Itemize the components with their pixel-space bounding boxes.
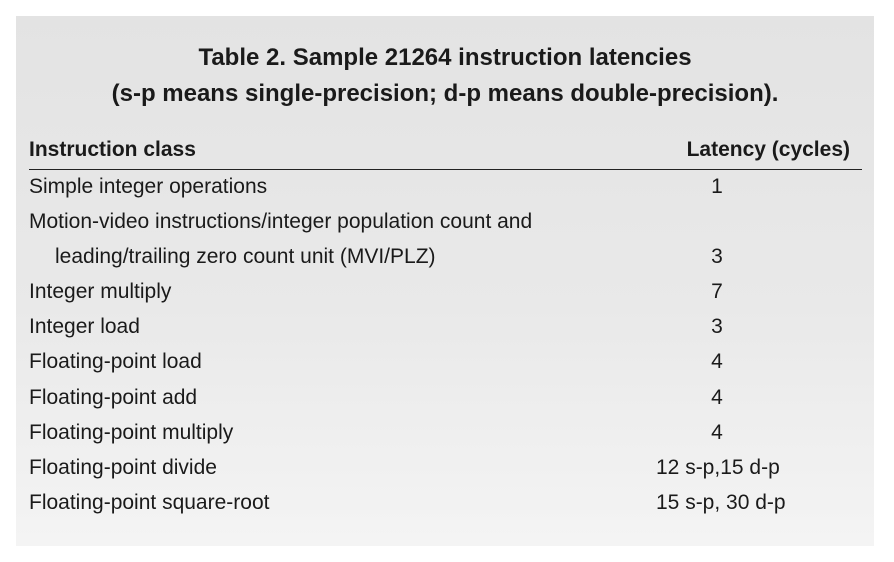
instruction-class-cell: Floating-point divide [29,456,217,479]
instruction-class-cell: Simple integer operations [29,175,268,198]
latency-cell: 15 s-p, 30 d-p [656,491,786,514]
table-row: Integer load 3 [16,309,874,344]
latency-cell: 12 s-p,15 d-p [656,456,780,479]
header-instruction-class: Instruction class [29,138,196,161]
instruction-class-cell: Integer load [29,315,140,338]
instruction-class-cell: Floating-point multiply [29,421,234,444]
table-row: Integer multiply 7 [16,274,874,309]
table-caption-line1: Table 2. Sample 21264 instruction latenc… [198,44,692,71]
table-row: Simple integer operations 1 [16,169,874,204]
table-row: Floating-point add 4 [16,380,874,415]
latency-cell: 1 [711,175,723,198]
latency-cell: 4 [711,350,723,373]
table-panel: Table 2. Sample 21264 instruction latenc… [16,16,874,546]
header-rule [29,169,862,170]
table-row: Floating-point square-root 15 s-p, 30 d-… [16,485,874,520]
instruction-class-cell: Floating-point square-root [29,491,270,514]
table-caption-line2: (s-p means single-precision; d-p means d… [111,80,779,107]
instruction-class-cell: Integer multiply [29,280,172,303]
table-row: Floating-point divide 12 s-p,15 d-p [16,450,874,485]
table-row: Floating-point multiply 4 [16,415,874,450]
latency-cell: 7 [711,280,723,303]
latency-cell: 3 [711,245,723,268]
header-latency: Latency (cycles) [686,138,850,161]
table-row: Motion-video instructions/integer popula… [16,204,874,239]
instruction-class-cell: Floating-point add [29,386,198,409]
instruction-class-cell: leading/trailing zero count unit (MVI/PL… [55,245,436,268]
table-row: leading/trailing zero count unit (MVI/PL… [16,239,874,274]
instruction-class-cell: Motion-video instructions/integer popula… [29,210,533,233]
latency-cell: 4 [711,386,723,409]
latency-cell: 4 [711,421,723,444]
table-row: Floating-point load 4 [16,344,874,379]
latency-cell: 3 [711,315,723,338]
instruction-class-cell: Floating-point load [29,350,202,373]
